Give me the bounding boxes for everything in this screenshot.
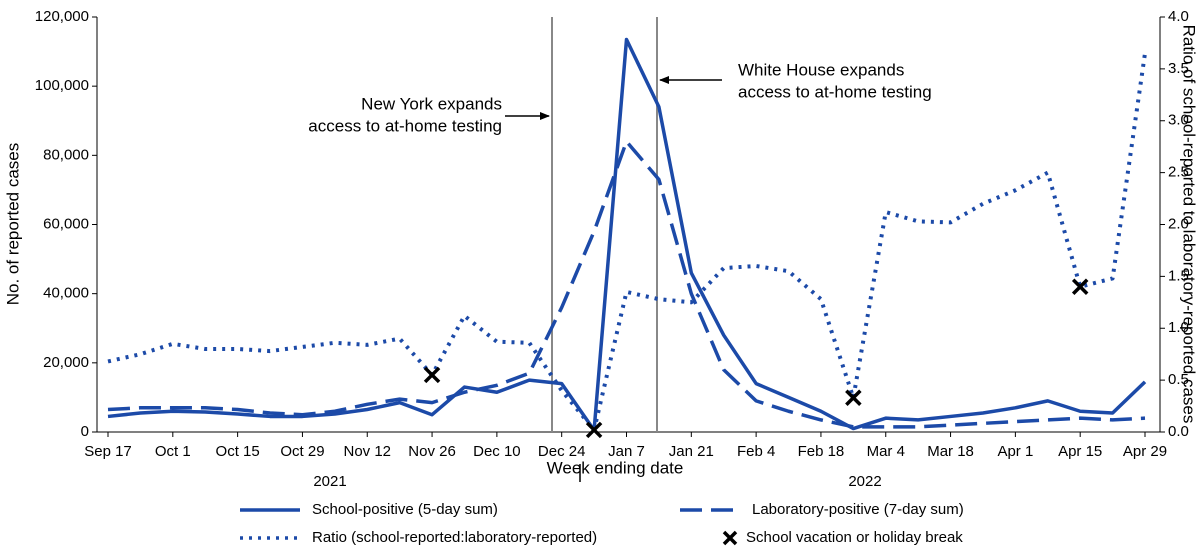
x-tick-label: Mar 18 [927,443,974,460]
y-tick-label: 20,000 [43,354,89,371]
series-line [107,37,1147,433]
annotation-text: White House expands [738,60,904,79]
legend-label: Ratio (school-reported:laboratory-report… [312,529,597,546]
y-axis-label: No. of reported cases [3,143,22,306]
series-line [107,139,1146,429]
y-tick-label: 60,000 [43,215,89,232]
y2-tick-label: 3.0 [1168,112,1189,129]
annotation-text: access to at-home testing [308,116,502,135]
break-marker [845,389,862,407]
y2-tick-label: 1.0 [1168,319,1189,336]
x-tick-label: Jan 21 [669,443,714,460]
series-line [107,53,1147,432]
y2-tick-label: 0.5 [1168,371,1189,388]
x-tick-label: Feb 4 [737,443,775,460]
x-tick-label: Oct 29 [280,443,324,460]
y2-tick-label: 4.0 [1168,8,1189,25]
x-tick-label: Dec 10 [473,443,521,460]
y-tick-label: 0 [81,423,89,440]
x-tick-label: Apr 29 [1123,443,1167,460]
x-axis-label: Week ending date [547,458,684,477]
y-tick-label: 100,000 [35,77,89,94]
x-tick-label: Sep 17 [84,443,132,460]
break-marker [423,366,441,384]
legend-label: School-positive (5-day sum) [312,501,498,518]
annotation-text: New York expands [361,94,502,113]
x-tick-label: Feb 18 [798,443,845,460]
break-marker [585,421,603,439]
y2-tick-label: 2.5 [1168,164,1189,181]
y2-axis-label: Ratio of school-reported to laboratory-r… [1180,25,1199,424]
x-tick-label: Mar 4 [867,443,905,460]
y2-tick-label: 3.5 [1168,60,1189,77]
legend-label: School vacation or holiday break [746,529,963,546]
x-tick-label: Nov 26 [408,443,456,460]
legend-label: Laboratory-positive (7-day sum) [752,501,964,518]
y-tick-label: 40,000 [43,285,89,302]
y2-tick-label: 2.0 [1168,215,1189,232]
annotation-text: access to at-home testing [738,82,932,101]
x-tick-label: Apr 1 [997,443,1033,460]
x-tick-label: Oct 1 [155,443,191,460]
legend-marker [722,530,738,546]
year-label: 2021 [313,473,346,490]
x-tick-label: Dec 24 [538,443,586,460]
x-tick-label: Oct 15 [216,443,260,460]
year-label: 2022 [848,473,881,490]
x-tick-label: Nov 12 [343,443,391,460]
x-tick-label: Apr 15 [1058,443,1102,460]
x-tick-label: Jan 7 [608,443,645,460]
y2-tick-label: 1.5 [1168,267,1189,284]
break-marker [1071,278,1089,295]
y-tick-label: 80,000 [43,146,89,163]
y2-tick-label: 0.0 [1168,423,1189,440]
y-tick-label: 120,000 [35,8,89,25]
